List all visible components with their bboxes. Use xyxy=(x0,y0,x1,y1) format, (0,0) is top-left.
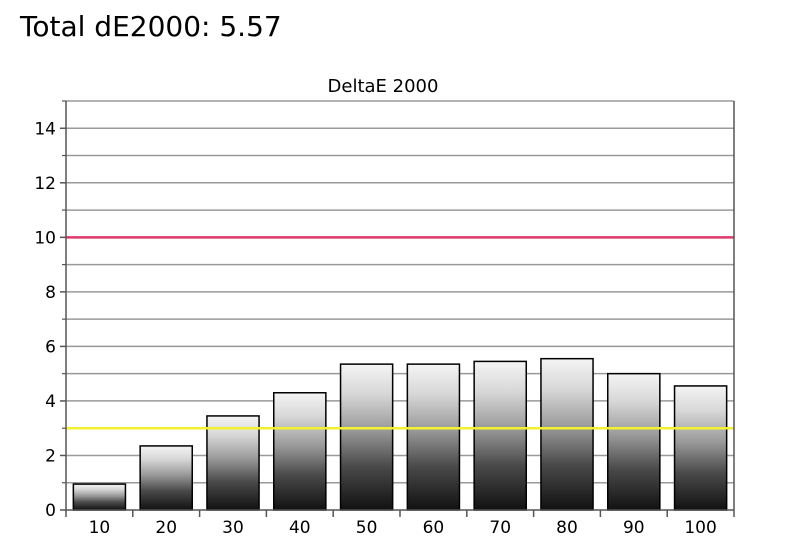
bar-10 xyxy=(72,483,127,511)
x-tick-label: 90 xyxy=(623,518,645,538)
bar-90 xyxy=(606,372,661,511)
y-tick-label: 2 xyxy=(45,446,56,466)
y-tick-label: 0 xyxy=(45,501,56,521)
chart-title: DeltaE 2000 xyxy=(328,76,439,97)
bar-50 xyxy=(339,363,394,511)
y-tick-label: 4 xyxy=(45,392,56,412)
x-tick-label: 100 xyxy=(684,518,716,538)
x-tick-label: 20 xyxy=(155,518,177,538)
bar-80 xyxy=(540,357,594,511)
bar-100 xyxy=(673,385,728,511)
bar-70 xyxy=(473,360,528,511)
y-tick-label: 6 xyxy=(45,337,56,357)
x-tick-label: 40 xyxy=(289,518,311,538)
x-tick-label: 80 xyxy=(556,518,578,538)
bars xyxy=(72,357,728,511)
total-de2000-heading: Total dE2000: 5.57 xyxy=(20,10,282,43)
bar-60 xyxy=(406,363,461,511)
bar-20 xyxy=(139,445,194,511)
y-tick-label: 14 xyxy=(34,119,56,139)
x-tick-label: 70 xyxy=(489,518,511,538)
x-tick-label: 10 xyxy=(89,518,111,538)
x-tick-label: 30 xyxy=(222,518,244,538)
y-tick-label: 8 xyxy=(45,283,56,303)
y-tick-label: 10 xyxy=(34,228,56,248)
axes: 0 2 4 6 8 10 12 14 10 20 30 40 50 60 70 80 90 100 xyxy=(34,100,735,538)
x-tick-label: 50 xyxy=(356,518,378,538)
bar-30 xyxy=(206,415,260,511)
bar-40 xyxy=(272,392,327,511)
y-tick-label: 12 xyxy=(34,174,56,194)
reference-lines xyxy=(66,236,734,430)
x-tick-label: 60 xyxy=(423,518,445,538)
